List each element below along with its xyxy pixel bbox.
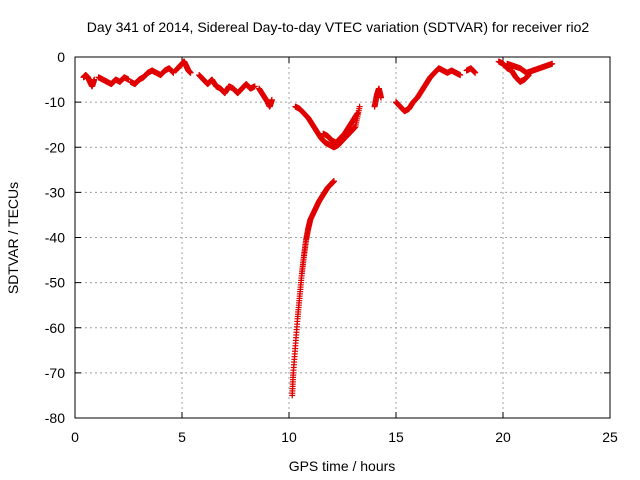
x-tick-label: 20: [495, 429, 511, 445]
chart-title: Day 341 of 2014, Sidereal Day-to-day VTE…: [87, 19, 590, 35]
data-point: [268, 96, 275, 103]
data-point: [356, 103, 363, 110]
y-tick-label: 0: [57, 49, 65, 65]
y-tick-label: -30: [45, 184, 65, 200]
y-tick-label: -40: [45, 230, 65, 246]
x-tick-label: 15: [388, 429, 404, 445]
tick-labels-layer: 0 5 10 15 20 25 0 -10 -20 -30 -40 -50 -60 -70 -80: [45, 49, 618, 445]
y-tick-label: -50: [45, 275, 65, 291]
y-tick-label: -10: [45, 94, 65, 110]
data-point: [251, 83, 258, 90]
y-tick-label: -60: [45, 320, 65, 336]
data-point: [330, 178, 337, 185]
data-point: [549, 60, 556, 67]
y-axis-label: SDTVAR / TECUs: [5, 182, 21, 294]
data-points-layer: [80, 58, 556, 399]
data-point: [457, 72, 464, 79]
x-axis-label: GPS time / hours: [289, 458, 396, 474]
x-tick-label: 5: [178, 429, 186, 445]
y-tick-label: -70: [45, 365, 65, 381]
y-tick-label: -80: [45, 410, 65, 426]
grid-layer: [75, 57, 610, 418]
data-point: [378, 94, 385, 101]
x-tick-label: 0: [71, 429, 79, 445]
data-point: [187, 69, 194, 76]
x-tick-label: 25: [602, 429, 618, 445]
data-point: [91, 76, 98, 83]
data-point: [354, 110, 361, 117]
data-point: [472, 69, 479, 76]
x-tick-label: 10: [281, 429, 297, 445]
y-tick-label: -20: [45, 139, 65, 155]
